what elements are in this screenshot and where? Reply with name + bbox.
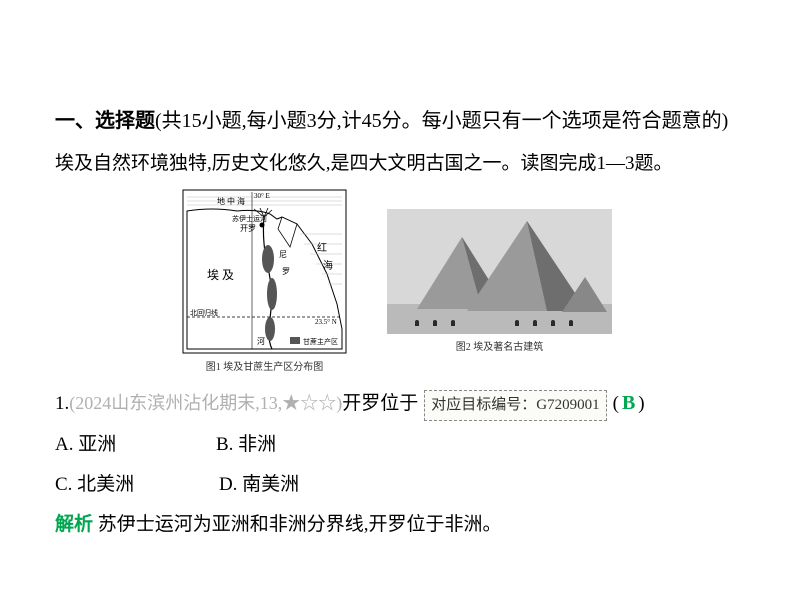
- option-d: D. 南美洲: [219, 468, 299, 502]
- map-legend-label: 甘蔗主产区: [303, 337, 338, 346]
- options-row-1: A. 亚洲 B. 非洲: [55, 428, 739, 462]
- map-nile-label2: 罗: [282, 267, 290, 276]
- options-row-2: C. 北美洲 D. 南美洲: [55, 468, 739, 502]
- option-a: A. 亚洲: [55, 428, 116, 462]
- map-suez-label: 苏伊士运河: [232, 214, 267, 223]
- paren-close: ): [638, 387, 644, 421]
- map-cairo-label: 开罗: [240, 224, 256, 233]
- map-lat-label: 23.5° N: [315, 318, 337, 326]
- photo-caption: 图2 埃及著名古建筑: [456, 338, 544, 353]
- section-heading-rest: (共15小题,每小题3分,计45分。每小题只有一个选项是符合题意的): [155, 110, 728, 132]
- map-egypt-label: 埃 及: [207, 268, 234, 282]
- explanation-label: 解析: [55, 514, 93, 535]
- intro-text: 埃及自然环境独特,历史文化悠久,是四大文明古国之一。读图完成1—3题。: [55, 149, 739, 179]
- figures-row: 30° E 地 中 海 苏伊士运河 开罗 埃 及 尼 罗 河 红 海 北回归线 …: [55, 189, 739, 373]
- paren-open: (: [613, 387, 619, 421]
- question-line: 1. (2024山东滨州沾化期末,13,★☆☆) 开罗位于 对应目标编号：G72…: [55, 385, 739, 421]
- explanation: 解析 苏伊士运河为亚洲和非洲分界线,开罗位于非洲。: [55, 508, 739, 542]
- pyramids-photo-icon: [387, 209, 612, 334]
- map-medsea-label: 地 中 海: [217, 196, 245, 206]
- question-source: (2024山东滨州沾化期末,13,★☆☆): [69, 387, 342, 419]
- map-redsea-label1: 红: [317, 241, 327, 254]
- map-tropic-label: 北回归线: [190, 308, 218, 317]
- map-caption: 图1 埃及甘蔗生产区分布图: [206, 358, 324, 373]
- option-b: B. 非洲: [216, 428, 276, 462]
- section-heading: 一、选择题(共15小题,每小题3分,计45分。每小题只有一个选项是符合题意的): [55, 105, 739, 137]
- map-figure: 30° E 地 中 海 苏伊士运河 开罗 埃 及 尼 罗 河 红 海 北回归线 …: [182, 189, 347, 373]
- target-badge: 对应目标编号：G7209001: [424, 390, 606, 421]
- answer-letter: B: [622, 385, 635, 421]
- photo-figure: 图2 埃及著名古建筑: [387, 209, 612, 353]
- section-heading-bold: 一、选择题: [55, 110, 155, 132]
- map-longitude-label: 30° E: [254, 192, 270, 200]
- question-text: 开罗位于: [342, 387, 418, 421]
- map-nile-label1: 尼: [279, 250, 287, 259]
- map-redsea-label2: 海: [323, 259, 333, 272]
- map-nile-label3: 河: [257, 336, 265, 346]
- egypt-map-icon: 30° E 地 中 海 苏伊士运河 开罗 埃 及 尼 罗 河 红 海 北回归线 …: [182, 189, 347, 354]
- question-number: 1.: [55, 387, 69, 421]
- explanation-text: 苏伊士运河为亚洲和非洲分界线,开罗位于非洲。: [93, 514, 502, 535]
- option-c: C. 北美洲: [55, 468, 134, 502]
